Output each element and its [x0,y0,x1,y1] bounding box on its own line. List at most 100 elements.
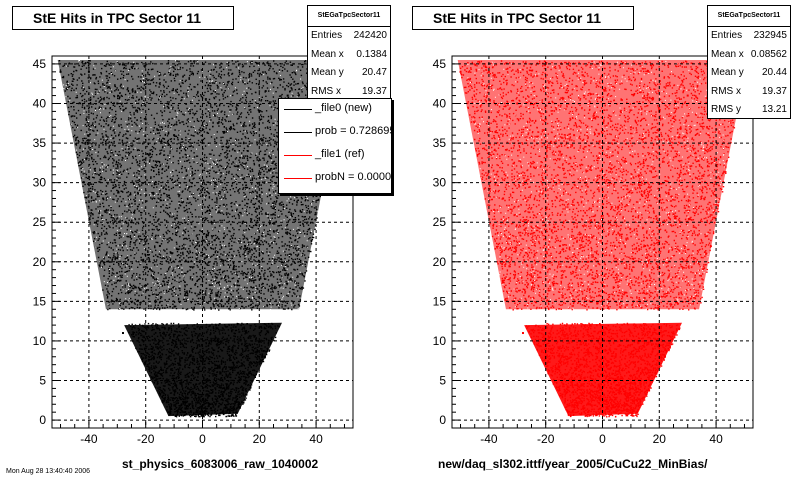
right-ytick-label-45: 45 [433,57,447,71]
right-point-13 [558,244,561,247]
left-point-21 [178,363,181,366]
right-point-6 [629,126,632,129]
legend-entry-probn: probN = 0.000000 [279,168,391,190]
right-ytick-label-5: 5 [439,374,446,388]
right-xtick-label-20: 20 [653,432,667,446]
legend: _file0 (new) prob = 0.728695 _file1 (ref… [278,98,392,194]
left-point-1 [87,70,90,73]
legend-entry-prob: prob = 0.728695 [279,122,391,144]
left-hit-speckles [58,60,348,418]
right-ytick-label-30: 30 [433,176,447,190]
right-xtick-label-40: 40 [709,432,723,446]
left-ytick-label-20: 20 [33,255,47,269]
left-hit-gaps [63,60,341,310]
right-ytick-label-35: 35 [433,136,447,150]
left-point-25 [167,411,170,414]
right-point-4 [573,134,576,137]
right-ytick-label-15: 15 [433,294,447,308]
left-chart-title: StE Hits in TPC Sector 11 [12,6,234,30]
left-ytick-label-30: 30 [33,176,47,190]
right-point-8 [686,94,689,97]
left-stats-row-entries: Entries 242420 [311,30,387,41]
left-xtick-label-40: 40 [309,432,323,446]
right-point-16 [644,244,647,247]
left-ytick-label-35: 35 [33,136,47,150]
right-point-1 [487,70,490,73]
left-point-2 [116,102,119,105]
right-stats-row-meanx: Mean x 0.08562 [711,48,787,60]
right-stats-title: StEGaTpcSector11 [708,6,790,27]
left-stats-row-meany: Mean y 20.47 [311,67,387,78]
right-ytick-label-10: 10 [433,334,447,348]
right-stats-box: StEGaTpcSector11 Entries 232945 Mean x 0.0… [707,5,791,119]
right-ytick-label-0: 0 [439,413,446,427]
left-point-6 [229,126,232,129]
left-xtick-label--20: -20 [137,432,155,446]
right-ytick-label-25: 25 [433,215,447,229]
left-stats-box: StEGaTpcSector11 Entries 242420 Mean x 0.1… [307,5,391,101]
right-scatter-plot: -40 -20 0 20 40 0 5 10 15 20 25 30 35 40 45 [433,55,754,446]
left-point-3 [144,118,147,121]
footer-timestamp: Mon Aug 28 13:40:40 2006 [6,468,91,475]
left-xtick-label--40: -40 [80,432,98,446]
right-point-2 [516,102,519,105]
left-xtick-label-0: 0 [199,432,206,446]
right-x-axis-title: new/daq_sl302.ittf/year_2005/CuCu22_MinB… [438,457,708,471]
left-ytick-label-0: 0 [39,413,46,427]
legend-swatch-prob [284,132,312,133]
right-point-15 [615,276,618,279]
right-point-14 [587,260,590,263]
right-point-21 [578,363,581,366]
right-stats-row-rmsx: RMS x 19.37 [711,85,787,97]
right-point-24 [663,355,666,358]
left-point-11 [102,197,105,200]
left-xtick-label-20: 20 [253,432,267,446]
legend-swatch-file0 [284,109,312,110]
left-point-23 [235,387,238,390]
left-point-16 [244,244,247,247]
left-point-14 [187,260,190,263]
left-stats-title: StEGaTpcSector11 [308,6,390,27]
right-point-3 [544,118,547,121]
left-x-axis-title: st_physics_6083006_raw_1040002 [122,457,319,471]
left-ytick-label-15: 15 [33,294,47,308]
legend-entry-file1: _file1 (ref) [279,145,391,167]
left-ytick-label-10: 10 [33,334,47,348]
left-stats-row-meanx: Mean x 0.1384 [311,48,387,60]
right-point-17 [672,213,675,216]
left-point-15 [215,276,218,279]
left-point-20 [150,347,153,350]
legend-entry-file0: _file0 (new) [279,99,391,121]
right-point-20 [550,347,553,350]
right-point-25 [567,411,570,414]
left-point-19 [121,332,124,335]
right-stats-row-entries: Entries 232945 [711,30,787,41]
left-stats-row-rmsx: RMS x 19.37 [311,85,387,97]
right-stats-row-rmsy: RMS y 13.21 [711,104,787,115]
left-point-17 [272,213,275,216]
left-point-0 [59,70,62,73]
left-point-4 [173,134,176,137]
right-point-0 [459,70,462,73]
left-ytick-label-25: 25 [33,215,47,229]
left-point-24 [263,355,266,358]
left-point-27 [235,411,238,414]
right-point-27 [635,411,638,414]
left-ytick-label-5: 5 [39,374,46,388]
legend-swatch-file1 [284,155,312,156]
left-point-8 [286,94,289,97]
right-xtick-label--40: -40 [480,432,498,446]
right-stats-row-meany: Mean y 20.44 [711,67,787,78]
legend-swatch-probn [284,178,312,179]
right-point-11 [502,197,505,200]
right-chart-title: StE Hits in TPC Sector 11 [412,6,634,30]
left-ytick-label-45: 45 [33,57,47,71]
right-point-23 [635,387,638,390]
right-point-18 [700,189,703,192]
right-point-19 [521,332,524,335]
right-ytick-label-40: 40 [433,96,447,110]
left-point-13 [158,244,161,247]
left-ytick-label-40: 40 [33,96,47,110]
right-ytick-label-20: 20 [433,255,447,269]
right-xtick-label-0: 0 [599,432,606,446]
